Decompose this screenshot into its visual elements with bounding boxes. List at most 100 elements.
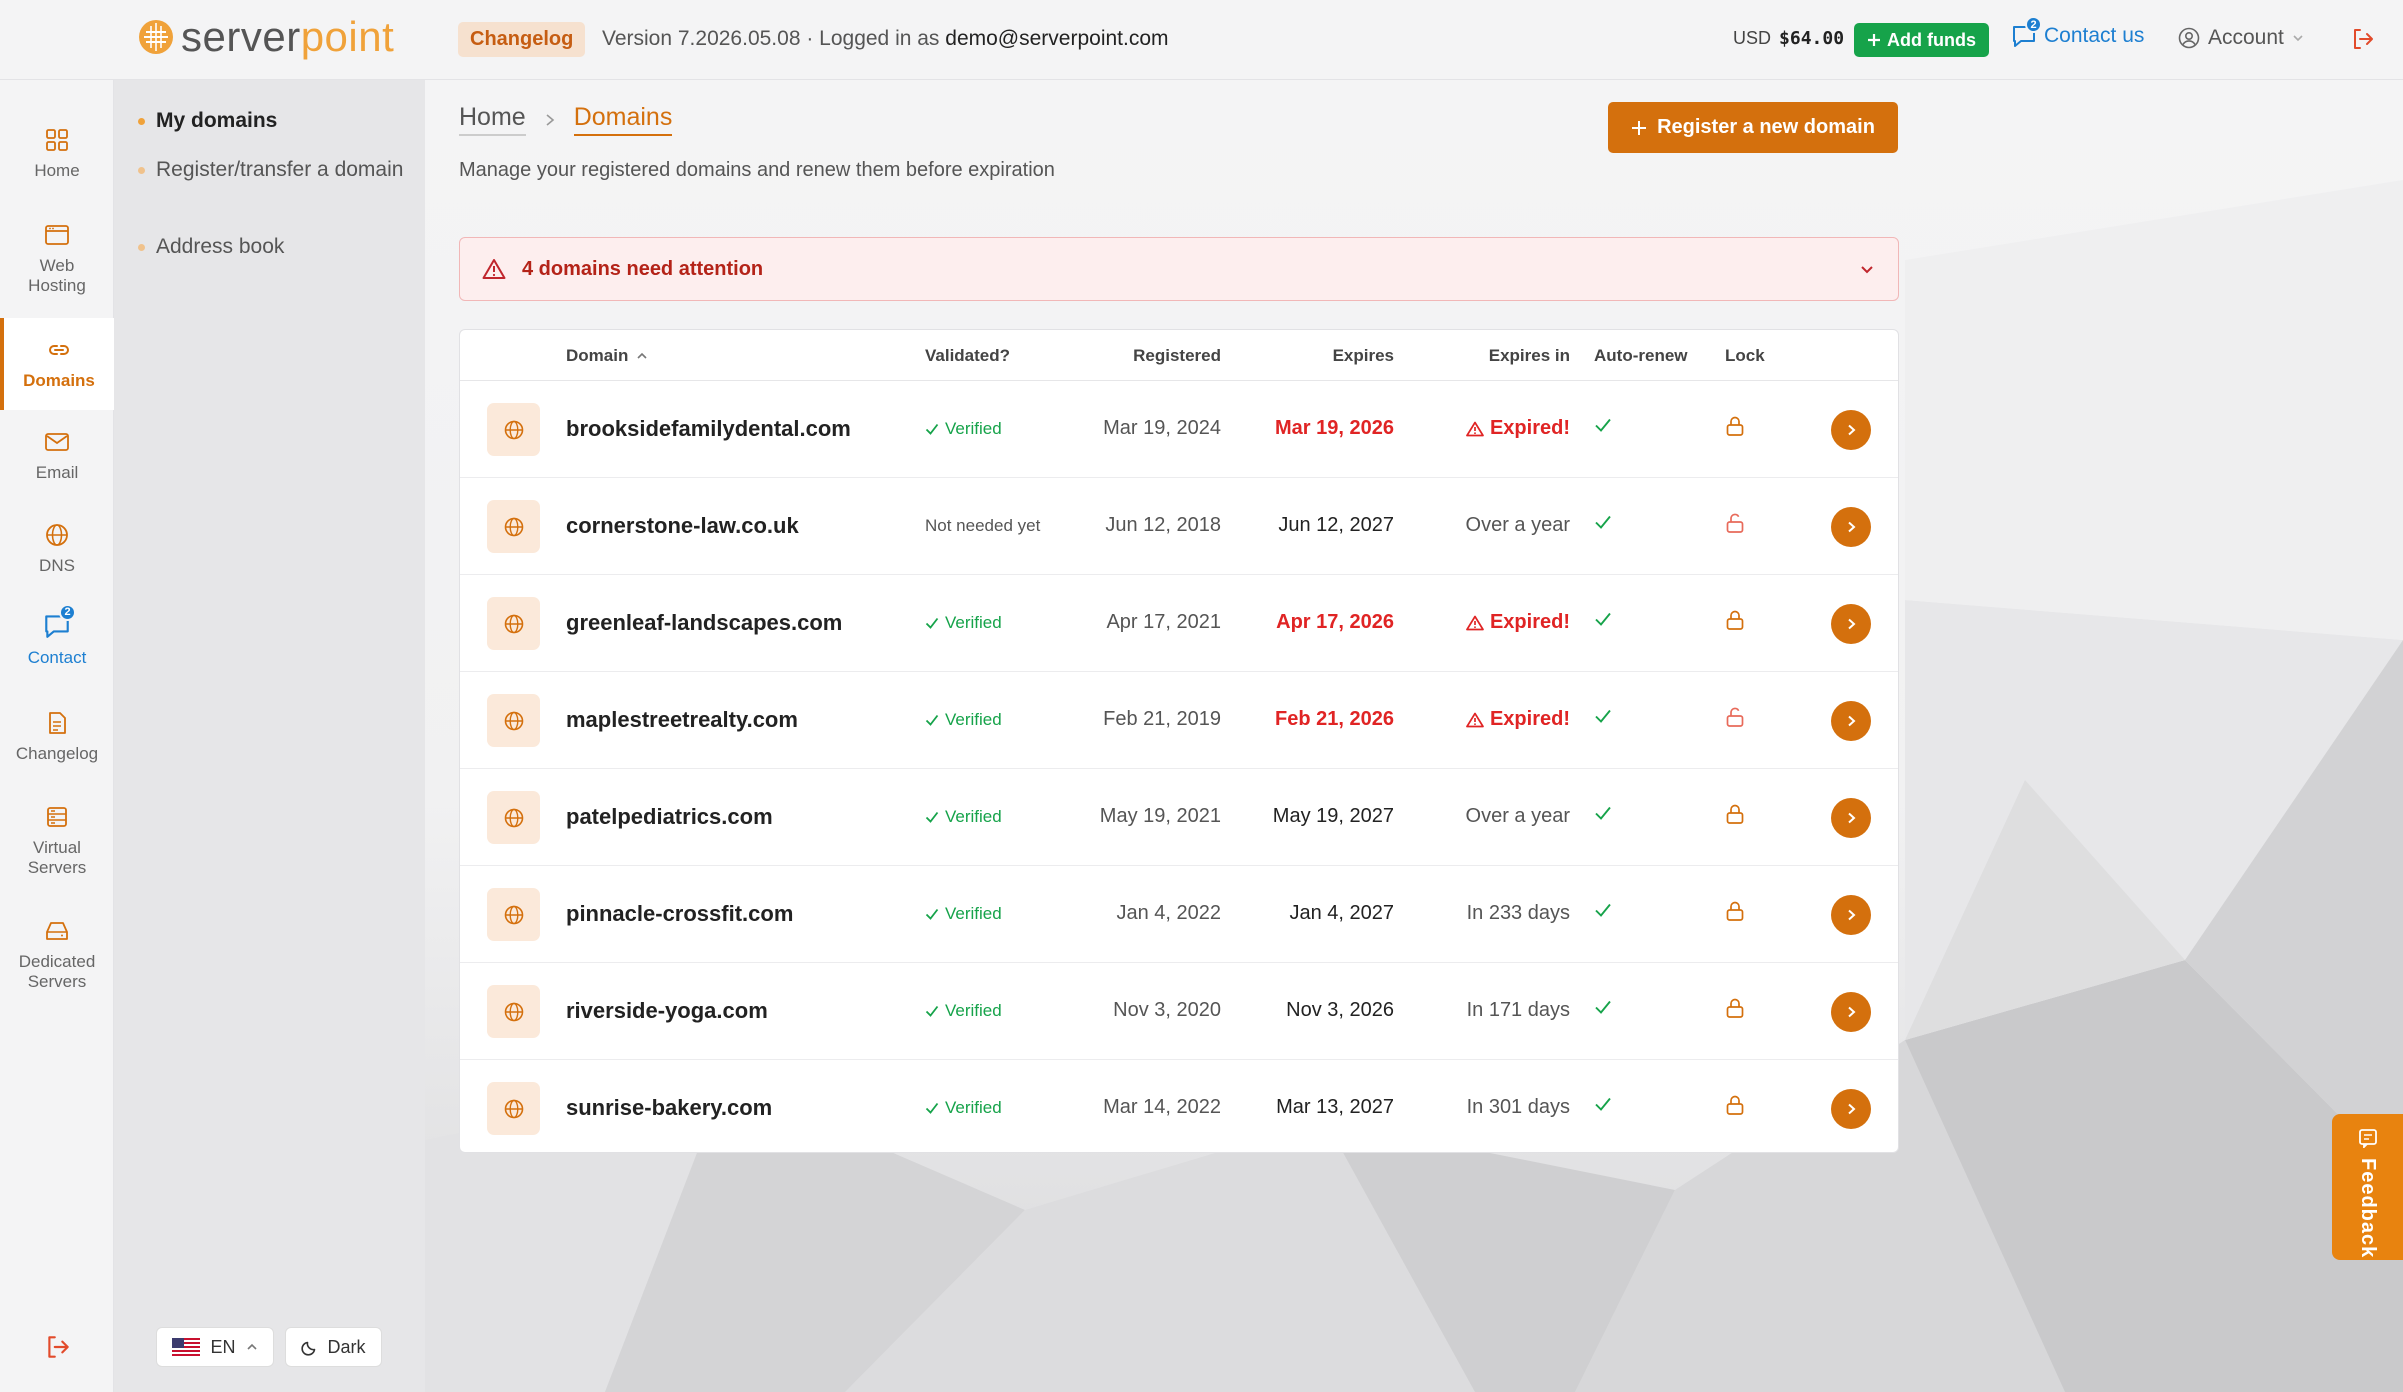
changelog-badge[interactable]: Changelog xyxy=(458,22,586,57)
check-icon xyxy=(1595,418,1611,432)
icon-rail: Home Web Hosting Domains Email DNS 2 Con… xyxy=(0,80,114,1392)
registered-date: May 19, 2021 xyxy=(1099,805,1221,827)
serverpoint-logo[interactable]: serverpoint xyxy=(137,16,394,58)
domain-name[interactable]: riverside-yoga.com xyxy=(566,998,768,1023)
account-menu[interactable]: Account xyxy=(2178,26,2304,50)
rail-label-dns: DNS xyxy=(39,556,75,575)
sort-up-icon xyxy=(637,352,647,359)
rail-item-virtual-servers[interactable]: Virtual Servers xyxy=(0,804,114,879)
server-icon xyxy=(47,807,67,827)
chevron-down-icon xyxy=(2293,35,2303,42)
language-selector[interactable]: EN xyxy=(156,1327,274,1367)
logout-icon xyxy=(48,1336,69,1358)
domain-globe-badge xyxy=(487,1082,540,1135)
auto-renew-status[interactable] xyxy=(1594,999,1612,1015)
grid-icon xyxy=(46,129,68,151)
auto-renew-status[interactable] xyxy=(1594,805,1612,821)
lock-status[interactable] xyxy=(1725,900,1745,922)
header-domain[interactable]: Domain xyxy=(566,346,648,366)
validated-text: Not needed yet xyxy=(925,516,1041,535)
auto-renew-status[interactable] xyxy=(1594,708,1612,724)
rail-logout-button[interactable] xyxy=(44,1333,72,1361)
dark-mode-toggle[interactable]: Dark xyxy=(285,1327,382,1367)
open-domain-button[interactable] xyxy=(1831,798,1871,838)
lock-status[interactable] xyxy=(1725,415,1745,437)
feedback-icon xyxy=(2358,1129,2377,1148)
attention-alert[interactable]: 4 domains need attention xyxy=(459,237,1899,301)
table-row[interactable]: riverside-yoga.com Verified Nov 3, 2020 … xyxy=(460,963,1898,1060)
validated-status: Verified xyxy=(925,710,1002,730)
domain-name[interactable]: sunrise-bakery.com xyxy=(566,1095,773,1120)
open-domain-button[interactable] xyxy=(1831,1089,1871,1129)
expires-in-text: In 301 days xyxy=(1466,1096,1570,1118)
lock-status[interactable] xyxy=(1725,803,1745,825)
lock-icon xyxy=(1726,416,1744,436)
lock-status[interactable] xyxy=(1725,512,1745,534)
table-row[interactable]: greenleaf-landscapes.com Verified Apr 17… xyxy=(460,575,1898,672)
table-row[interactable]: cornerstone-law.co.uk Not needed yet Jun… xyxy=(460,478,1898,575)
table-row[interactable]: maplestreetrealty.com Verified Feb 21, 2… xyxy=(460,672,1898,769)
rail-item-changelog[interactable]: Changelog xyxy=(0,710,114,764)
domain-name[interactable]: pinnacle-crossfit.com xyxy=(566,901,794,926)
subnav-item-my-domains[interactable]: My domains xyxy=(138,107,406,135)
open-domain-button[interactable] xyxy=(1831,604,1871,644)
domain-name[interactable]: cornerstone-law.co.uk xyxy=(566,513,799,538)
validated-text: Verified xyxy=(945,613,1002,632)
expires-in-text: Expired! xyxy=(1489,417,1570,439)
logout-button[interactable] xyxy=(2350,26,2376,52)
open-domain-button[interactable] xyxy=(1831,410,1871,450)
check-icon xyxy=(1595,1097,1611,1111)
table-row[interactable]: pinnacle-crossfit.com Verified Jan 4, 20… xyxy=(460,866,1898,963)
validated-text: Verified xyxy=(945,904,1002,923)
lock-status[interactable] xyxy=(1725,706,1745,728)
expires-in: Over a year xyxy=(1466,805,1570,828)
domain-globe-badge xyxy=(487,888,540,941)
table-row[interactable]: brooksidefamilydental.com Verified Mar 1… xyxy=(460,381,1898,478)
rail-item-dns[interactable]: DNS xyxy=(0,522,114,576)
domain-name[interactable]: patelpediatrics.com xyxy=(566,804,773,829)
table-row[interactable]: patelpediatrics.com Verified May 19, 202… xyxy=(460,769,1898,866)
chevron-right-icon xyxy=(1848,618,1856,630)
domains-subnav: My domains Register/transfer a domain Ad… xyxy=(114,80,425,1392)
add-funds-button[interactable]: Add funds xyxy=(1854,23,1989,57)
contact-us-link[interactable]: 2 Contact us xyxy=(2010,16,2144,50)
feedback-tab[interactable]: Feedback xyxy=(2332,1114,2403,1260)
open-domain-button[interactable] xyxy=(1831,701,1871,741)
chevron-right-icon xyxy=(1848,1103,1856,1115)
table-row[interactable]: sunrise-bakery.com Verified Mar 14, 2022… xyxy=(460,1060,1898,1152)
auto-renew-status[interactable] xyxy=(1594,902,1612,918)
breadcrumb-home[interactable]: Home xyxy=(459,103,526,136)
auto-renew-status[interactable] xyxy=(1594,417,1612,433)
lock-status[interactable] xyxy=(1725,1094,1745,1116)
rail-item-dedicated-servers[interactable]: Dedicated Servers xyxy=(0,918,114,993)
top-bar: serverpoint Changelog Version 7.2026.05.… xyxy=(0,0,2403,80)
registered-date: Mar 14, 2022 xyxy=(1103,1096,1221,1118)
auto-renew-status[interactable] xyxy=(1594,514,1612,530)
document-icon xyxy=(49,712,66,734)
domain-name[interactable]: maplestreetrealty.com xyxy=(566,707,798,732)
rail-item-domains[interactable]: Domains xyxy=(0,318,114,410)
rail-item-web-hosting[interactable]: Web Hosting xyxy=(0,222,114,297)
chevron-down-icon xyxy=(1861,266,1873,274)
open-domain-button[interactable] xyxy=(1831,895,1871,935)
open-domain-button[interactable] xyxy=(1831,507,1871,547)
lock-status[interactable] xyxy=(1725,997,1745,1019)
expires-in-text: Expired! xyxy=(1489,708,1570,730)
open-domain-button[interactable] xyxy=(1831,992,1871,1032)
rail-item-home[interactable]: Home xyxy=(0,127,114,181)
auto-renew-status[interactable] xyxy=(1594,611,1612,627)
rail-item-contact[interactable]: 2 Contact xyxy=(0,604,114,668)
registered-date: Nov 3, 2020 xyxy=(1113,999,1221,1021)
register-domain-button[interactable]: Register a new domain xyxy=(1608,102,1898,153)
auto-renew-status[interactable] xyxy=(1594,1096,1612,1112)
link-icon xyxy=(49,345,69,355)
main-content: Home Domains Manage your registered doma… xyxy=(425,80,2403,1392)
subnav-item-address-book[interactable]: Address book xyxy=(138,233,406,261)
rail-item-email[interactable]: Email xyxy=(0,429,114,483)
expires-in-text: Over a year xyxy=(1465,805,1570,827)
domain-name[interactable]: greenleaf-landscapes.com xyxy=(566,610,843,635)
lock-status[interactable] xyxy=(1725,609,1745,631)
validated-status: Verified xyxy=(925,807,1002,827)
domain-name[interactable]: brooksidefamilydental.com xyxy=(566,416,851,441)
subnav-item-register-transfer[interactable]: Register/transfer a domain xyxy=(138,156,406,184)
